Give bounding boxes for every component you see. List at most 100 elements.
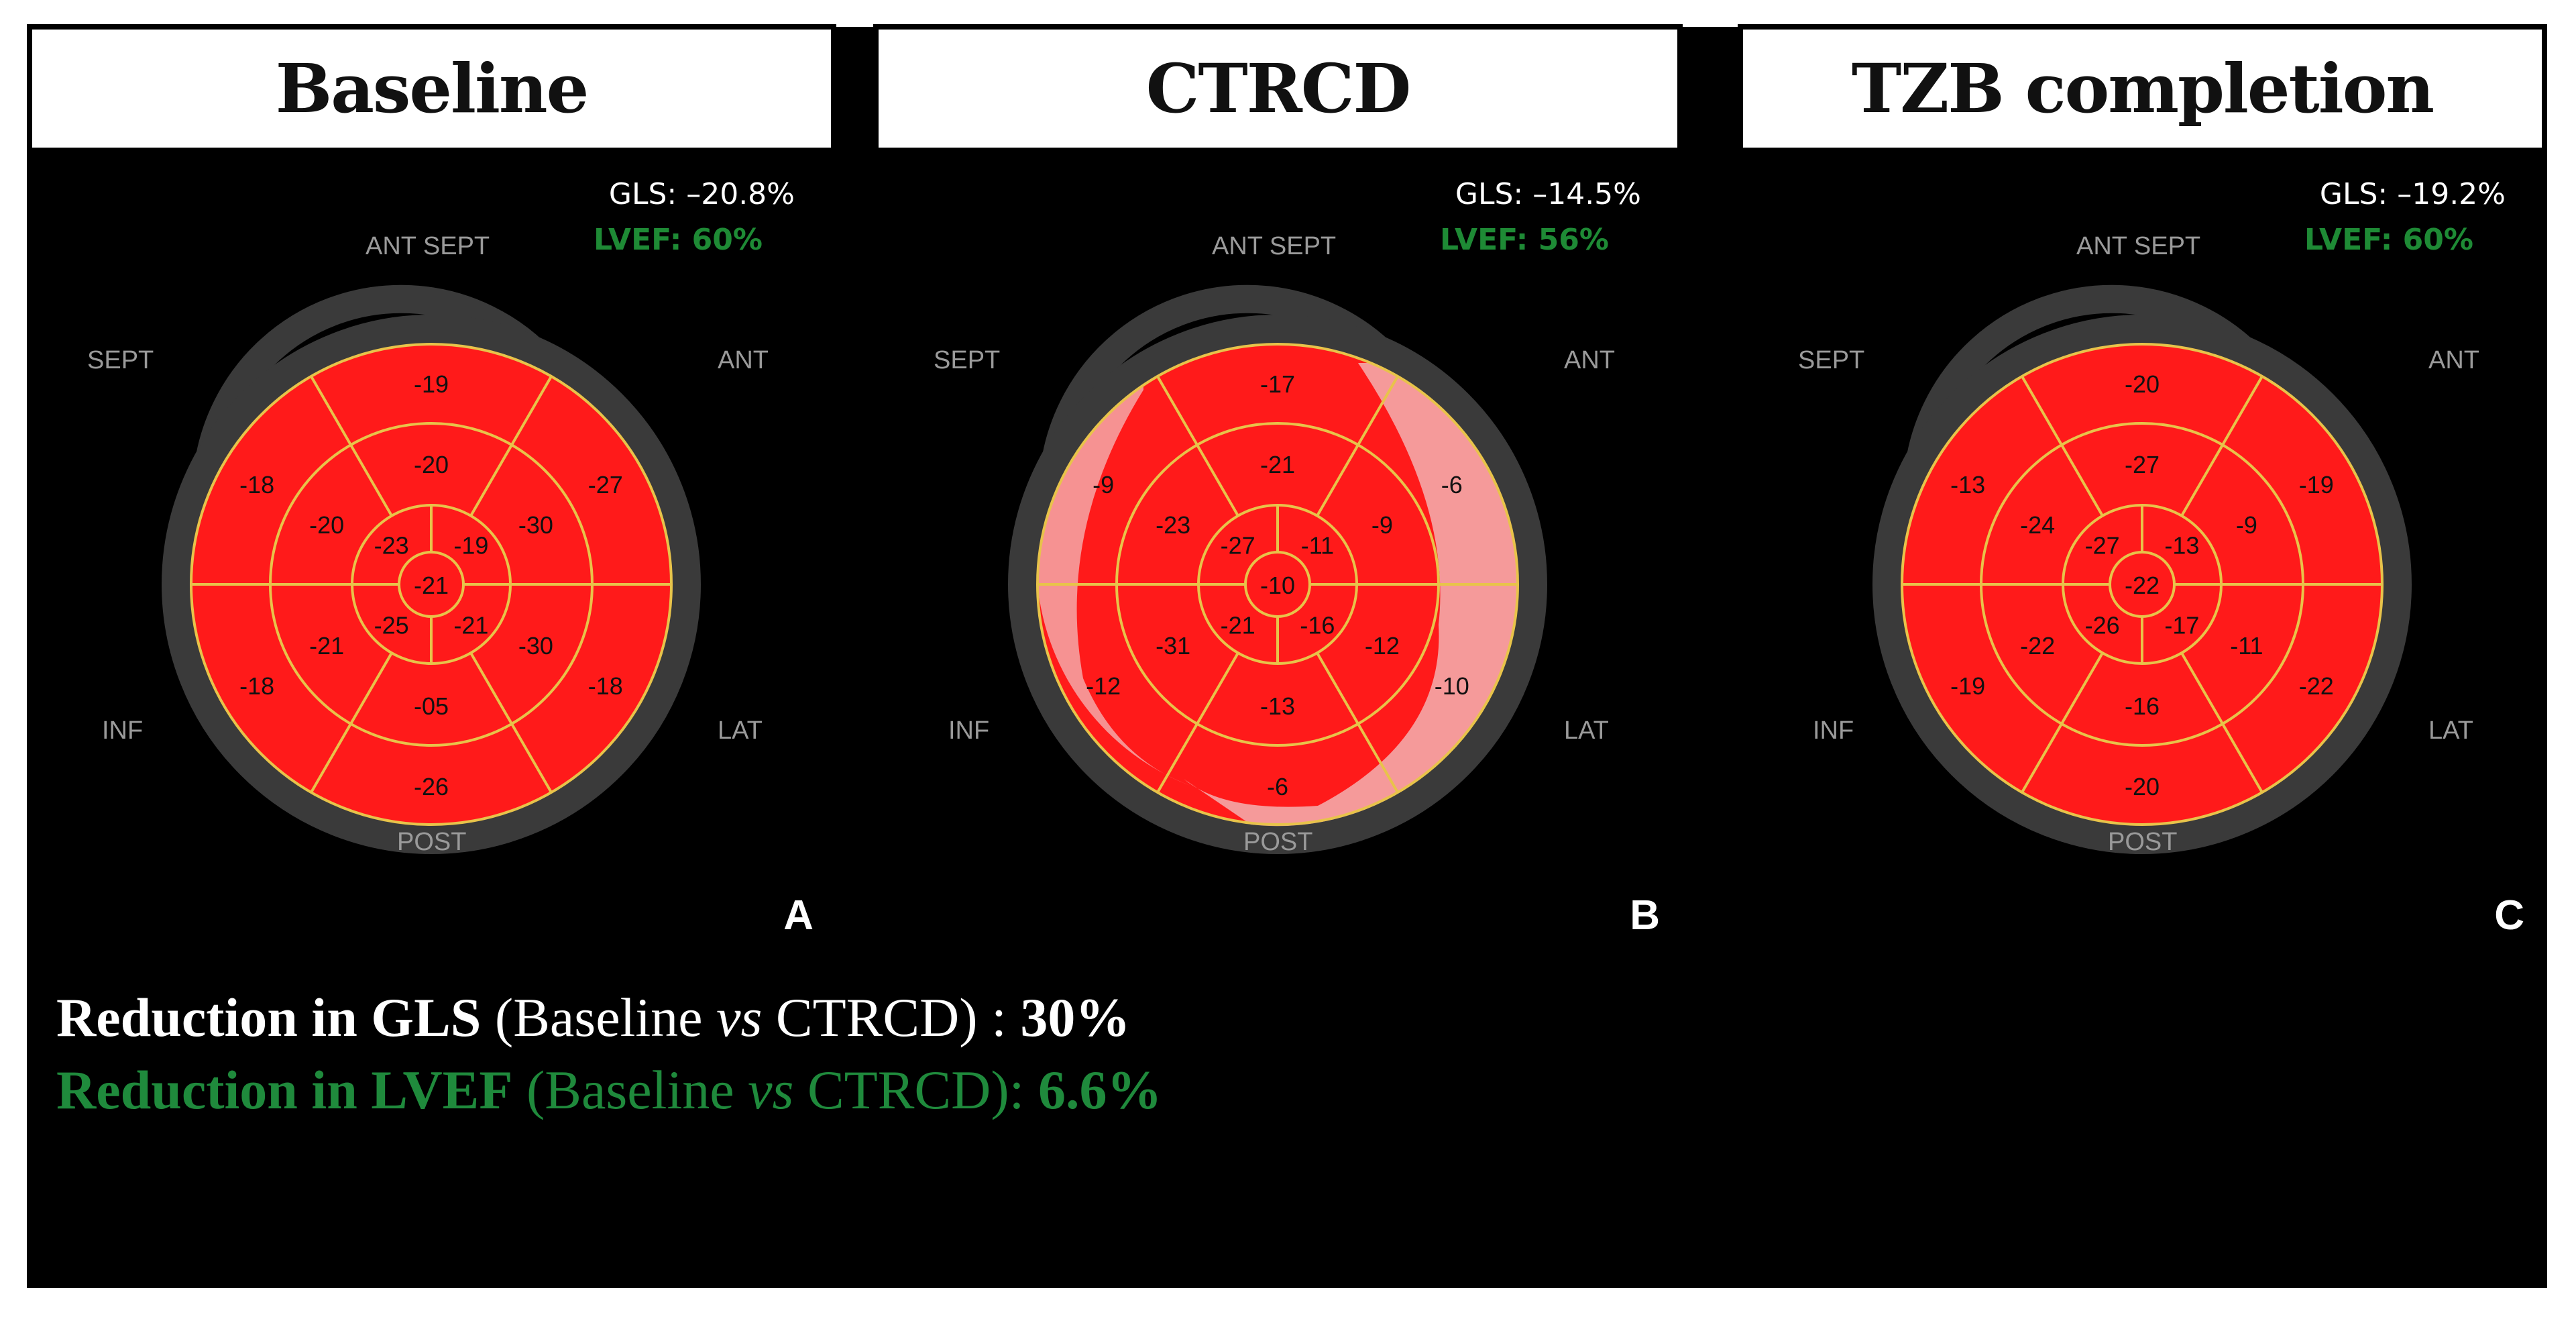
apical-segment-value: -16	[1300, 611, 1335, 639]
wall-label-post: POST	[397, 828, 467, 856]
panel-letter: B	[1630, 892, 1660, 939]
apex-value: -22	[2125, 572, 2160, 599]
lvef-reduction-summary: Reduction in LVEF (Baseline vs CTRCD): 6…	[56, 1059, 1162, 1122]
apical-segment-value: -13	[2164, 532, 2199, 560]
panel-tzb-completion: TZB completion GLS: –19.2% LVEF: 60% -20…	[1738, 24, 2547, 963]
apical-segment-value: -26	[2085, 611, 2120, 639]
wall-label-ant: ANT	[2428, 346, 2479, 374]
gls-value: GLS: –19.2%	[2319, 177, 2506, 211]
grey-ring	[162, 315, 701, 854]
mid-segment-value: -30	[518, 632, 553, 660]
segment-divider	[1156, 652, 1239, 794]
wall-label-ant: ANT	[718, 346, 769, 374]
wall-label-sept: SEPT	[87, 346, 154, 374]
apical-segment-value: -25	[374, 611, 409, 639]
basal-segment-value: -12	[1086, 672, 1121, 700]
basal-segment-value: -6	[1441, 471, 1463, 498]
gls-reduction-label: Reduction in GLS	[56, 987, 482, 1048]
mid-segment-value: -20	[414, 451, 449, 478]
panel-baseline: Baseline GLS: –20.8% LVEF: 60% -19 -27 -18…	[27, 24, 836, 963]
apical-segment-value: -27	[1221, 532, 1255, 560]
mid-segment-value: -13	[1260, 692, 1295, 720]
vs-text: vs	[716, 987, 763, 1048]
mid-segment-value: -9	[2236, 511, 2257, 539]
segment-divider	[1316, 652, 1399, 794]
comparison-close: CTRCD):	[793, 1059, 1038, 1120]
mid-segment-value: -24	[2020, 511, 2055, 539]
apex-value: -21	[414, 572, 449, 599]
segment-divider	[2180, 652, 2263, 794]
apical-segment-value: -19	[453, 532, 488, 560]
segment-divider	[310, 375, 393, 517]
basal-segment-value: -19	[2299, 471, 2334, 498]
basal-segment-value: -18	[239, 672, 274, 700]
basal-segment-value: -10	[1435, 672, 1469, 700]
mid-segment-value: -27	[2125, 451, 2160, 478]
basal-segment-value: -26	[414, 773, 449, 800]
comparison-open: (Baseline	[481, 987, 717, 1048]
apical-segment-value: -27	[2085, 532, 2120, 560]
basal-segment-value: -19	[414, 370, 449, 398]
panel-title: TZB completion	[1743, 30, 2542, 148]
myocardium-disc	[1902, 344, 2382, 825]
gls-value: GLS: –20.8%	[608, 177, 795, 211]
apex-value: -10	[1260, 572, 1295, 599]
gls-reduction-value: 30%	[1020, 987, 1131, 1048]
segment-divider	[469, 652, 553, 794]
basal-segment-value: -27	[588, 471, 623, 498]
basal-segment-value: -22	[2299, 672, 2334, 700]
wall-label-lat: LAT	[1564, 717, 1609, 745]
wall-label-post: POST	[1243, 828, 1313, 856]
lvef-value: LVEF: 60%	[594, 223, 763, 257]
gls-value: GLS: –14.5%	[1455, 177, 1641, 211]
mid-segment-value: -30	[518, 511, 553, 539]
mid-segment-value: -23	[1156, 511, 1190, 539]
bullseye-plot: -19-27-18-26-18-18-20-30-30-05-21-20-19-…	[162, 284, 701, 854]
segment-divider	[469, 375, 553, 517]
basal-segment-value: -9	[1093, 471, 1114, 498]
apical-segment-value: -17	[2164, 611, 2199, 639]
wall-label-ant: ANT	[1564, 346, 1615, 374]
segment-divider	[2180, 375, 2263, 517]
wall-label-lat: LAT	[718, 717, 763, 745]
grey-ring	[1008, 315, 1547, 854]
panel-ctrcd: CTRCD GLS: –14.5% LVEF: 56% -17 -6 -10 -6 -1…	[873, 24, 1683, 963]
mid-segment-value: -11	[2230, 632, 2263, 660]
wall-label-sept: SEPT	[934, 346, 1001, 374]
lvef-reduction-label: Reduction in LVEF	[56, 1059, 513, 1120]
basal-segment-value: -13	[1950, 471, 1985, 498]
segment-divider	[2021, 652, 2104, 794]
basal-segment-value: -19	[1950, 672, 1985, 700]
wall-label-inf: INF	[102, 717, 144, 745]
comparison-close: CTRCD) :	[762, 987, 1021, 1048]
bullseye-plot: -20 -19 -22 -20 -19 -13 -27 -9 -11 -16 -22 -24 -13 -1…	[1872, 284, 2412, 854]
apical-segment-value: -23	[374, 532, 409, 560]
apical-segment-value: -21	[453, 611, 488, 639]
mid-segment-value: -16	[2125, 692, 2160, 720]
basal-segment-value: -18	[239, 471, 274, 498]
reduced-strain-region	[1037, 384, 1190, 786]
mid-segment-value: -12	[1365, 632, 1400, 660]
mid-segment-value: -9	[1371, 511, 1393, 539]
apical-segment-value: -21	[1221, 611, 1255, 639]
mid-segment-value: -20	[309, 511, 344, 539]
lvef-value: LVEF: 60%	[2304, 223, 2473, 257]
apical-segment-value: -11	[1301, 532, 1334, 560]
segment-divider	[2021, 375, 2104, 517]
lvef-reduction-value: 6.6%	[1038, 1059, 1162, 1120]
myocardium-disc	[1038, 344, 1518, 825]
basal-segment-value: -20	[2125, 370, 2160, 398]
mid-segment-value: -22	[2020, 632, 2055, 660]
mid-segment-value: -21	[309, 632, 344, 660]
wall-label-ant-sept: ANT SEPT	[1212, 232, 1337, 260]
basal-segment-value: -20	[2125, 773, 2160, 800]
wall-label-ant-sept: ANT SEPT	[2076, 232, 2201, 260]
segment-divider	[1316, 375, 1399, 517]
wall-label-post: POST	[2108, 828, 2178, 856]
gls-reduction-summary: Reduction in GLS (Baseline vs CTRCD) : 3…	[56, 986, 1130, 1049]
segment-divider	[310, 652, 393, 794]
panel-title: CTRCD	[879, 30, 1677, 148]
segment-divider	[1156, 375, 1239, 517]
panel-letter: C	[2494, 892, 2524, 939]
